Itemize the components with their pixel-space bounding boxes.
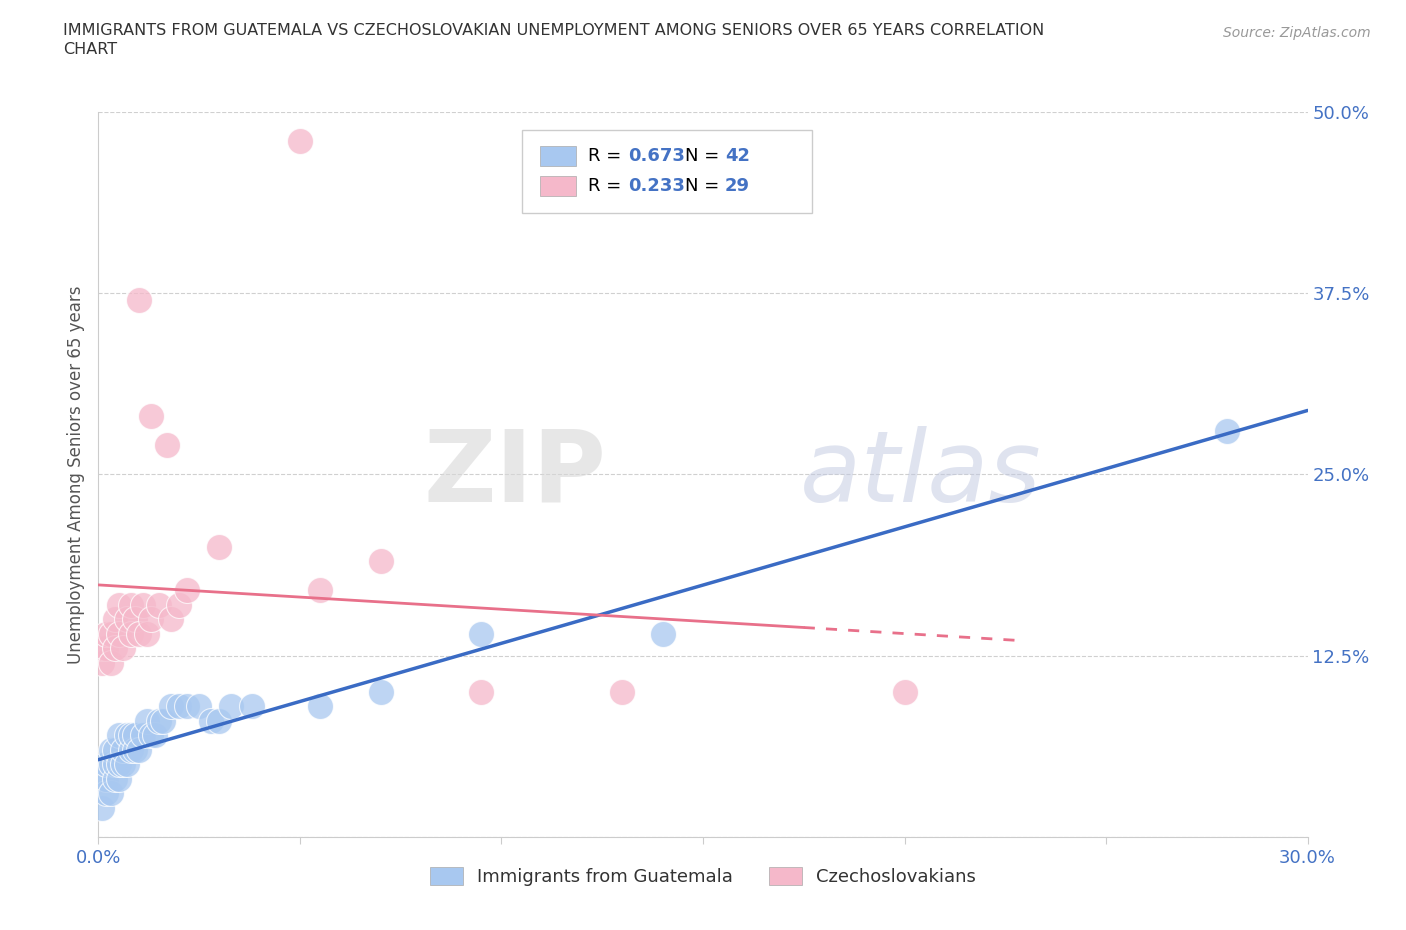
Point: [120, 597, 142, 612]
Point: [240, 699, 263, 714]
Point: [160, 612, 183, 627]
Text: Source: ZipAtlas.com: Source: ZipAtlas.com: [1223, 26, 1371, 40]
Point: [103, 641, 125, 656]
Point: [309, 699, 332, 714]
Point: [309, 583, 332, 598]
Point: [132, 728, 155, 743]
Point: [115, 612, 138, 627]
Point: [651, 627, 673, 642]
Point: [160, 699, 183, 714]
Point: [188, 699, 211, 714]
Point: [167, 597, 190, 612]
Point: [120, 728, 142, 743]
Point: [370, 554, 392, 569]
Text: R =: R =: [588, 178, 627, 195]
Point: [96, 757, 118, 772]
Point: [135, 627, 157, 642]
Text: 29: 29: [724, 178, 749, 195]
Text: 0.233: 0.233: [628, 178, 685, 195]
Point: [470, 684, 492, 699]
Text: N =: N =: [685, 178, 725, 195]
Point: [148, 713, 170, 728]
Point: [208, 539, 231, 554]
Point: [111, 757, 134, 772]
Point: [100, 757, 122, 772]
Point: [103, 772, 125, 787]
Point: [288, 133, 311, 148]
Text: 0.673: 0.673: [628, 147, 685, 165]
Text: IMMIGRANTS FROM GUATEMALA VS CZECHOSLOVAKIAN UNEMPLOYMENT AMONG SENIORS OVER 65 : IMMIGRANTS FROM GUATEMALA VS CZECHOSLOVA…: [63, 23, 1045, 38]
Point: [107, 597, 129, 612]
Point: [107, 627, 129, 642]
Point: [200, 713, 222, 728]
Point: [135, 713, 157, 728]
Text: ZIP: ZIP: [423, 426, 606, 523]
Point: [91, 656, 114, 671]
Point: [132, 597, 155, 612]
Point: [96, 641, 118, 656]
Point: [176, 583, 198, 598]
Point: [370, 684, 392, 699]
Legend: Immigrants from Guatemala, Czechoslovakians: Immigrants from Guatemala, Czechoslovaki…: [423, 859, 983, 893]
Point: [96, 627, 118, 642]
Point: [124, 728, 146, 743]
Point: [176, 699, 198, 714]
Point: [115, 728, 138, 743]
Point: [107, 772, 129, 787]
Point: [1216, 423, 1239, 438]
Point: [143, 728, 166, 743]
Point: [100, 656, 122, 671]
Point: [893, 684, 915, 699]
Point: [208, 713, 231, 728]
Point: [139, 409, 162, 424]
Point: [111, 641, 134, 656]
Point: [96, 772, 118, 787]
Point: [128, 627, 150, 642]
Point: [221, 699, 243, 714]
Text: CHART: CHART: [63, 42, 117, 57]
Point: [120, 627, 142, 642]
Point: [91, 801, 114, 816]
Point: [103, 757, 125, 772]
Point: [100, 627, 122, 642]
Point: [148, 597, 170, 612]
Point: [100, 786, 122, 801]
Point: [612, 684, 634, 699]
Point: [152, 713, 174, 728]
Point: [115, 757, 138, 772]
Point: [124, 612, 146, 627]
Point: [100, 742, 122, 757]
Point: [128, 742, 150, 757]
Point: [103, 612, 125, 627]
Y-axis label: Unemployment Among Seniors over 65 years: Unemployment Among Seniors over 65 years: [66, 286, 84, 663]
Text: R =: R =: [588, 147, 627, 165]
Point: [96, 786, 118, 801]
Point: [139, 728, 162, 743]
Point: [139, 612, 162, 627]
FancyBboxPatch shape: [540, 176, 576, 196]
Text: N =: N =: [685, 147, 725, 165]
FancyBboxPatch shape: [540, 146, 576, 166]
Point: [107, 757, 129, 772]
Point: [91, 772, 114, 787]
Text: 42: 42: [724, 147, 749, 165]
Point: [107, 728, 129, 743]
Point: [128, 293, 150, 308]
Text: atlas: atlas: [800, 426, 1042, 523]
Point: [156, 438, 179, 453]
Point: [111, 742, 134, 757]
Point: [167, 699, 190, 714]
Point: [91, 641, 114, 656]
Point: [120, 742, 142, 757]
Point: [103, 742, 125, 757]
Point: [124, 742, 146, 757]
Point: [470, 627, 492, 642]
FancyBboxPatch shape: [522, 130, 811, 213]
